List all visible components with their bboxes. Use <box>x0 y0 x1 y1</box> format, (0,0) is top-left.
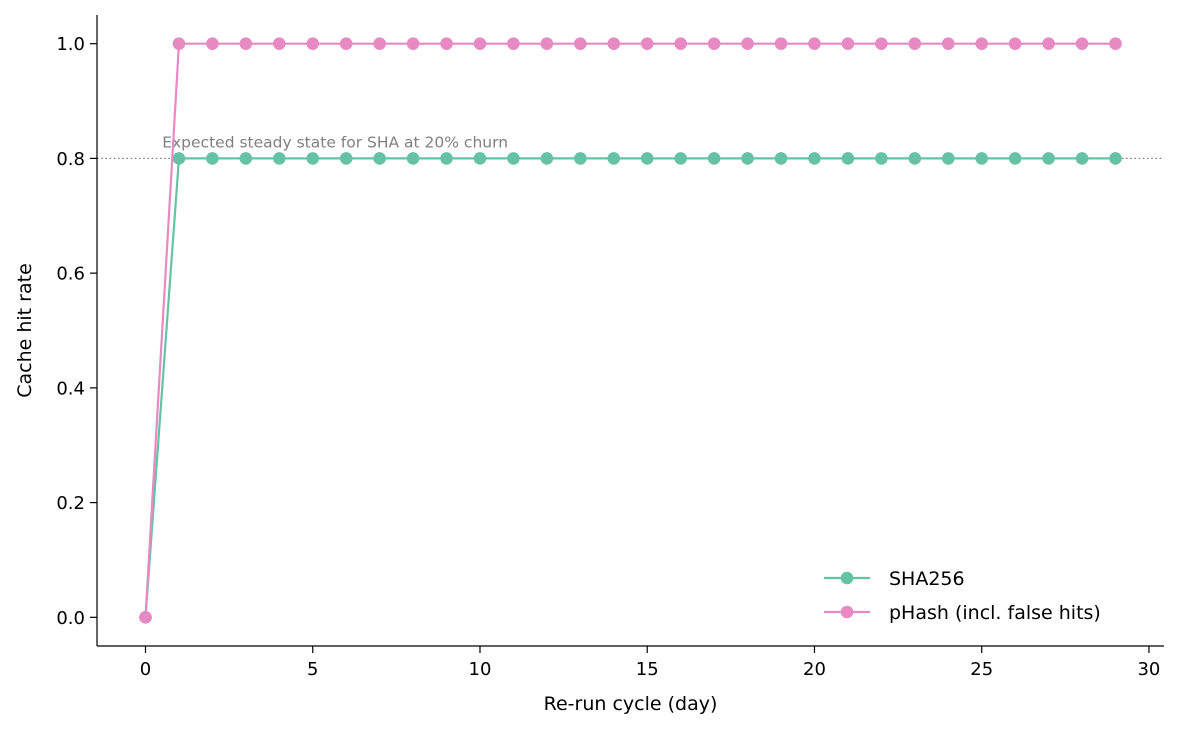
data-point <box>239 152 253 165</box>
legend-label: pHash (incl. false hits) <box>889 602 1101 624</box>
data-point <box>808 37 821 50</box>
data-point <box>507 37 520 50</box>
ticks-layer: 0 5 10 15 20 25 30 0.0 0.2 0.4 0.6 0.8 1.0 <box>56 34 1160 680</box>
y-tick-label: 0.4 <box>56 378 85 399</box>
data-point <box>272 37 286 50</box>
data-point <box>339 152 353 165</box>
legend-marker <box>840 605 854 619</box>
data-point <box>206 37 219 50</box>
data-point <box>808 152 821 165</box>
data-point <box>440 152 453 165</box>
data-point <box>774 37 788 50</box>
legend: SHA256 pHash (incl. false hits) <box>824 568 1101 624</box>
data-point <box>941 152 955 165</box>
data-point <box>975 37 989 50</box>
x-tick-label: 5 <box>307 659 318 680</box>
data-point <box>774 152 788 165</box>
data-point <box>707 152 721 165</box>
data-point <box>741 152 754 165</box>
data-point <box>239 37 253 50</box>
data-point <box>1075 152 1089 165</box>
data-point <box>1008 152 1022 165</box>
data-point <box>941 37 955 50</box>
data-point <box>373 152 386 165</box>
x-tick-label: 25 <box>970 659 993 680</box>
data-point <box>741 37 754 50</box>
data-point <box>406 37 420 50</box>
data-point <box>406 152 420 165</box>
data-point <box>1042 152 1055 165</box>
data-point <box>540 152 554 165</box>
data-point <box>841 152 855 165</box>
data-point <box>1109 152 1122 165</box>
data-point <box>1042 37 1055 50</box>
data-point <box>473 152 487 165</box>
axes-layer <box>96 15 1164 647</box>
data-point <box>473 37 487 50</box>
data-point <box>640 152 654 165</box>
x-tick-label: 20 <box>803 659 826 680</box>
x-tick-label: 0 <box>140 659 151 680</box>
legend-label: SHA256 <box>889 568 965 590</box>
series-layer <box>139 37 1122 624</box>
data-point <box>1008 37 1022 50</box>
data-point <box>607 152 621 165</box>
data-point <box>607 37 621 50</box>
data-point <box>674 37 687 50</box>
data-point <box>373 37 386 50</box>
series-line <box>144 157 1116 618</box>
data-point <box>272 152 286 165</box>
data-point <box>540 37 554 50</box>
data-point <box>1109 37 1122 50</box>
data-point <box>440 37 453 50</box>
data-point <box>908 152 922 165</box>
data-point <box>172 37 186 50</box>
data-point <box>206 152 219 165</box>
data-point <box>841 37 855 50</box>
data-point <box>875 37 888 50</box>
series-0 <box>139 152 1122 624</box>
reference-line-label: Expected steady state for SHA at 20% chu… <box>162 133 508 151</box>
data-point <box>574 152 587 165</box>
legend-marker <box>840 571 854 585</box>
data-point <box>875 152 888 165</box>
y-tick-label: 0.0 <box>56 608 85 629</box>
data-point <box>908 37 922 50</box>
data-point <box>507 152 520 165</box>
x-tick-label: 10 <box>469 659 492 680</box>
data-point <box>306 37 320 50</box>
x-tick-label: 15 <box>636 659 659 680</box>
y-axis-label: Cache hit rate <box>14 263 36 398</box>
data-point <box>1075 37 1089 50</box>
y-tick-label: 0.6 <box>56 264 85 285</box>
x-tick-label: 30 <box>1137 659 1160 680</box>
series-line <box>144 42 1116 618</box>
x-axis-label: Re-run cycle (day) <box>544 693 718 715</box>
y-tick-label: 0.2 <box>56 493 85 514</box>
data-point <box>339 37 353 50</box>
data-point <box>975 152 989 165</box>
data-point <box>574 37 587 50</box>
data-point <box>139 611 152 624</box>
data-point <box>172 152 186 165</box>
data-point <box>306 152 320 165</box>
data-point <box>674 152 687 165</box>
y-tick-label: 0.8 <box>56 149 85 170</box>
data-point <box>707 37 721 50</box>
reference-line-layer: Expected steady state for SHA at 20% chu… <box>97 133 1164 160</box>
data-point <box>640 37 654 50</box>
series-1 <box>139 37 1122 624</box>
y-tick-label: 1.0 <box>56 34 85 55</box>
